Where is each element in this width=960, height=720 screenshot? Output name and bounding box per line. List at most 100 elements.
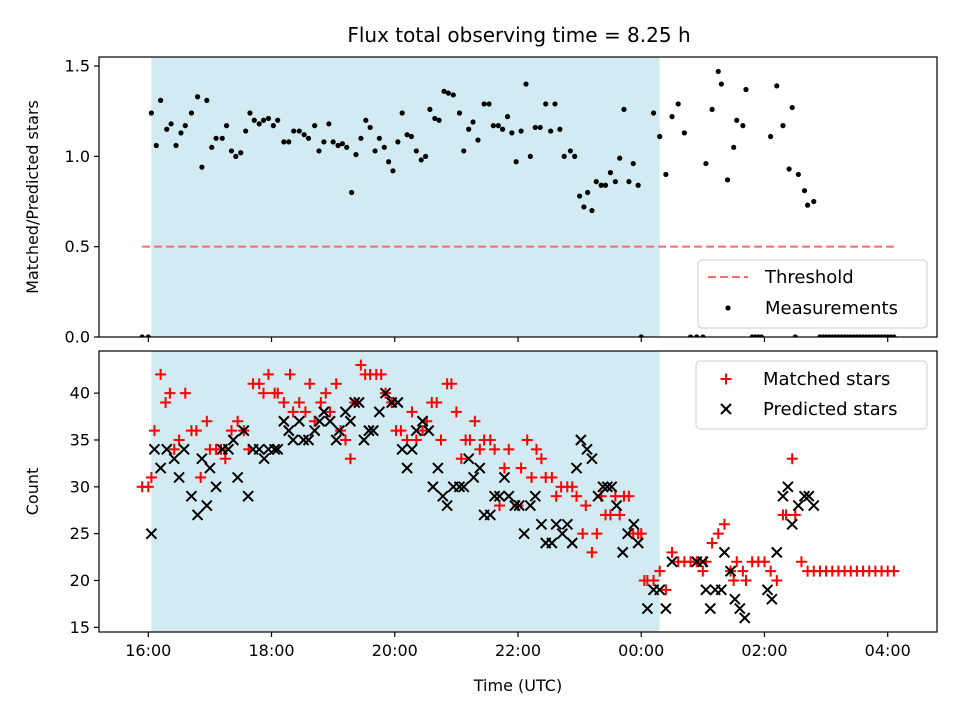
x-point <box>601 481 614 493</box>
x-point <box>605 481 618 493</box>
dot-point <box>669 114 675 120</box>
x-point <box>358 434 370 446</box>
x-marker-b <box>367 424 379 437</box>
plus-point <box>591 528 603 540</box>
dot-point <box>703 160 709 167</box>
dot-point <box>390 168 396 174</box>
x-point <box>191 509 204 521</box>
x-point <box>242 490 254 502</box>
x-point <box>330 434 342 446</box>
x-marker-b <box>503 490 515 502</box>
dot-point <box>372 148 378 154</box>
dot-point <box>316 148 322 154</box>
x-point <box>392 396 404 409</box>
dot-point <box>148 110 154 116</box>
dot-point <box>228 148 235 154</box>
x-marker-b <box>700 584 712 596</box>
x-point <box>258 453 270 465</box>
x-marker-b <box>498 471 511 484</box>
legend-predicted-label: Predicted stars <box>763 399 897 420</box>
dot-point <box>413 148 419 154</box>
x-marker-b <box>586 453 598 465</box>
plus-point <box>406 406 418 418</box>
x-marker-b <box>432 462 444 474</box>
x-marker-b <box>422 424 435 437</box>
x-marker-b <box>268 443 281 456</box>
dot-point <box>617 155 623 161</box>
x-point <box>401 462 413 474</box>
plus-point <box>232 415 244 427</box>
dot-point <box>213 135 219 141</box>
plus-point <box>435 434 447 446</box>
x-point <box>535 518 548 530</box>
x-marker-b <box>513 499 525 512</box>
x-point <box>148 443 161 456</box>
x-marker-b <box>610 499 623 512</box>
dot-point <box>376 135 382 141</box>
x-tick-label: 00:00 <box>618 641 664 660</box>
x-marker-b <box>185 490 198 502</box>
dot-point <box>572 153 578 159</box>
dot-point <box>527 153 533 159</box>
plus-point <box>450 406 462 418</box>
plus-point <box>666 546 678 558</box>
x-point <box>201 499 213 512</box>
x-marker-b <box>242 490 254 502</box>
dot-point <box>774 83 780 89</box>
plus-point <box>712 528 724 540</box>
data-points <box>139 68 897 337</box>
x-marker-b <box>145 527 158 540</box>
x-point <box>406 443 418 456</box>
plus-point <box>145 471 157 483</box>
x-point <box>178 443 190 456</box>
x-marker-b <box>535 518 548 530</box>
x-point <box>422 424 435 437</box>
plus-point <box>795 556 807 568</box>
plus-point <box>740 574 752 586</box>
dot-point <box>209 144 215 150</box>
x-marker-b <box>339 406 352 418</box>
x-point <box>556 527 569 540</box>
x-point <box>432 462 444 474</box>
x-marker-b <box>720 403 732 415</box>
x-point <box>227 434 240 446</box>
x-marker-b <box>729 593 741 605</box>
x-marker-b <box>597 481 609 493</box>
x-marker-b <box>168 453 180 465</box>
legend-predicted-swatch <box>720 403 732 415</box>
plus-point <box>344 453 356 465</box>
legend-threshold-label: Threshold <box>764 267 854 288</box>
dot-point <box>734 117 740 123</box>
dot-point <box>153 142 159 149</box>
chart-title: Flux total observing time = 8.25 h <box>347 23 690 47</box>
x-marker-b <box>379 387 392 399</box>
plus-point <box>765 565 777 577</box>
dot-point <box>792 334 798 337</box>
x-marker-b <box>808 499 820 512</box>
plus-point <box>654 565 666 577</box>
x-marker-b <box>786 518 798 530</box>
x-point <box>313 415 326 427</box>
x-marker-b <box>349 396 361 409</box>
dot-point <box>740 123 746 129</box>
x-marker-b <box>734 602 746 615</box>
dot-point <box>795 171 801 178</box>
plus-point <box>731 556 743 568</box>
x-marker-b <box>518 527 530 540</box>
x-point <box>231 471 244 484</box>
x-point <box>715 584 728 596</box>
x-marker-b <box>777 490 789 502</box>
dot-point <box>339 141 345 147</box>
x-marker-b <box>761 584 774 596</box>
plus-point <box>604 509 616 521</box>
dot-point <box>326 121 332 127</box>
x-point <box>145 527 158 540</box>
x-point <box>204 462 216 474</box>
x-tick-label: 22:00 <box>495 641 541 660</box>
dot-point <box>395 139 401 145</box>
x-point <box>493 490 506 502</box>
x-marker-b <box>660 602 672 615</box>
plus-point <box>635 528 647 540</box>
plus-point <box>455 453 467 465</box>
dot-point <box>577 193 583 199</box>
